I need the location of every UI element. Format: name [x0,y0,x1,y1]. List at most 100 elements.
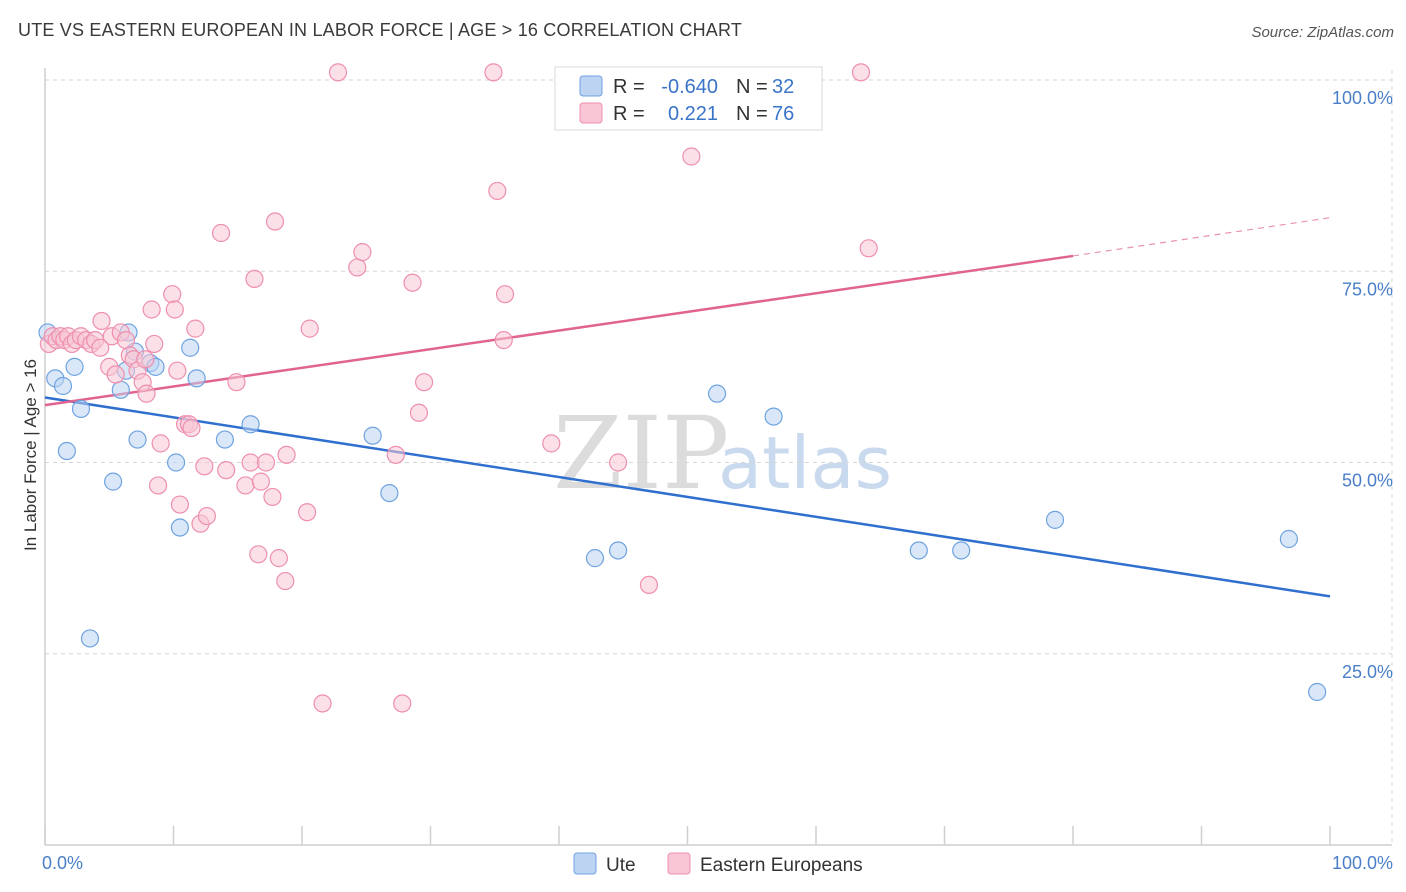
eastern-point-39 [197,506,217,526]
ute-point-18 [187,369,206,388]
eastern-point-64 [414,373,434,392]
legend-box: R = -0.640 N = 32 R = 0.221 N = 76 [554,66,823,131]
eastern-point-71 [639,575,659,595]
eastern-point-59 [353,243,372,262]
eastern-point-28 [148,476,168,495]
legend-r-value-eastern: 0.221 [668,103,718,125]
trend-lines [44,217,1331,598]
eastern-point-36 [186,319,205,338]
eastern-point-67 [495,285,515,304]
eastern-point-23 [136,350,155,369]
ute-point-27 [909,541,928,560]
eastern-point-65 [484,63,503,82]
eastern-point-45 [245,269,264,288]
series-eastern-europeans [39,63,878,713]
eastern-point-40 [211,223,231,243]
ute-point-25 [707,384,727,403]
ute-point-4 [65,357,84,376]
legend-n-label-eastern: N = [736,103,768,125]
eastern-point-51 [269,549,288,568]
ute-point-16 [170,518,190,537]
eastern-point-53 [277,445,296,464]
eastern-point-47 [251,472,270,491]
eastern-point-13 [92,311,111,331]
eastern-point-29 [163,285,182,304]
eastern-point-61 [393,694,412,713]
ute-point-6 [80,629,100,648]
ute-point-15 [166,453,186,472]
eastern-point-50 [265,212,285,231]
legend-n-value-ute: 32 [772,76,794,98]
legend-n-value-eastern: 76 [772,103,794,125]
eastern-point-43 [236,476,255,495]
eastern-point-49 [263,487,282,507]
eastern-point-60 [386,445,405,464]
y-tick-label-75: 75.0% [1342,279,1393,299]
y-tick-label-100: 100.0% [1332,88,1393,108]
eastern-point-56 [313,694,332,713]
eastern-point-42 [227,373,246,392]
chart-title: UTE VS EASTERN EUROPEAN IN LABOR FORCE |… [18,20,743,40]
eastern-trend-line-extension [1072,217,1331,257]
bottom-legend: Ute Eastern Europeans [573,852,863,876]
eastern-point-69 [542,434,561,453]
eastern-point-73 [851,63,871,82]
bottom-legend-swatch-ute [573,852,597,875]
eastern-point-44 [241,453,260,472]
tick-labels: 25.0% 50.0% 75.0% 100.0% 0.0% 100.0% [42,88,1393,873]
axes [44,68,1392,846]
eastern-point-16 [106,365,125,384]
eastern-point-18 [116,331,136,350]
y-tick-label-25: 25.0% [1342,662,1393,682]
legend-swatch-ute [579,75,603,97]
bottom-legend-label-eastern: Eastern Europeans [700,855,863,876]
eastern-point-26 [145,334,164,354]
ute-point-19 [215,430,234,449]
ute-point-3 [57,441,76,461]
eastern-point-70 [609,453,628,472]
x-tick-label-100: 100.0% [1332,853,1393,873]
eastern-point-74 [859,239,878,258]
eastern-point-66 [488,181,507,201]
eastern-point-27 [151,434,170,453]
ute-point-24 [609,541,628,560]
ute-point-11 [128,430,147,449]
ute-point-29 [1045,510,1065,529]
eastern-point-30 [165,300,184,319]
eastern-point-48 [256,453,276,472]
legend-swatch-eastern [579,102,603,124]
data-points [38,63,1327,713]
eastern-point-55 [300,319,319,338]
chart-source: Source: ZipAtlas.com [1251,24,1394,41]
eastern-point-41 [217,461,236,480]
eastern-point-25 [142,300,161,319]
eastern-point-46 [249,545,268,564]
eastern-point-12 [91,338,110,357]
legend-n-label-ute: N = [736,76,768,98]
bottom-legend-label-ute: Ute [606,855,636,876]
eastern-point-38 [195,457,214,476]
eastern-point-58 [348,258,367,277]
eastern-point-31 [168,361,187,380]
ute-point-26 [764,407,783,426]
ute-point-21 [363,426,382,445]
eastern-point-68 [494,331,513,350]
watermark-zip: ZIP [553,395,729,512]
ute-point-17 [181,338,200,357]
eastern-point-54 [298,503,317,522]
ute-point-20 [241,415,260,434]
eastern-point-32 [170,495,190,514]
ute-point-31 [1308,682,1327,702]
ute-point-7 [104,472,123,491]
eastern-point-72 [682,147,701,166]
eastern-point-35 [182,418,201,438]
y-axis-label: In Labor Force | Age > 16 [21,359,40,551]
x-tick-label-0: 0.0% [42,853,83,873]
eastern-point-63 [409,403,429,422]
ute-trend-line [44,396,1331,598]
eastern-point-62 [403,273,422,292]
legend-r-label-eastern: R = [613,103,645,125]
ute-point-5 [71,399,91,419]
y-tick-label-50: 50.0% [1342,471,1393,491]
